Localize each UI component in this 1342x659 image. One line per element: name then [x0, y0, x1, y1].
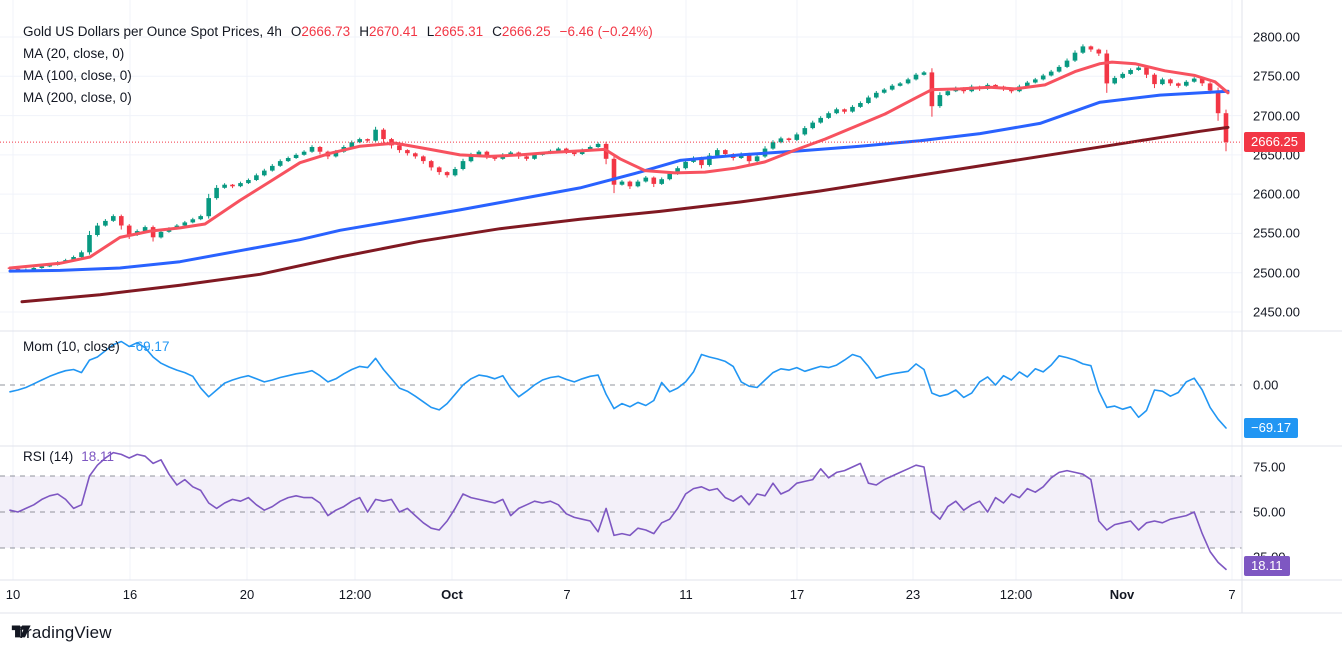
high-value: 2670.41: [368, 24, 418, 39]
time-axis-label: 16: [122, 587, 138, 602]
candles-layer: [7, 44, 1229, 273]
rsi-legend[interactable]: RSI (14) 18.11: [23, 449, 114, 464]
tradingview-logo-icon: [11, 625, 31, 638]
tradingview-attribution[interactable]: TradingView: [10, 620, 112, 646]
time-axis-label: Oct: [441, 587, 463, 602]
ma20-legend[interactable]: MA (20, close, 0): [23, 46, 125, 61]
price-axis-label: 2700.00: [1253, 108, 1300, 124]
momentum-value: −69.17: [127, 339, 170, 354]
rsi-axis-label: 50.00: [1253, 504, 1286, 520]
momentum-value-badge: −69.17: [1244, 418, 1299, 438]
momentum-line: [9, 340, 1227, 429]
symbol-title: Gold US Dollars per Ounce Spot Prices, 4…: [23, 24, 282, 39]
change-value: −6.46 (−0.24%): [559, 24, 653, 39]
time-axis-label: 12:00: [999, 587, 1033, 602]
time-axis-label: Nov: [1109, 587, 1135, 602]
open-letter: O: [290, 24, 302, 39]
price-axis-label: 2550.00: [1253, 225, 1300, 241]
time-axis-label: 23: [905, 587, 921, 602]
price-axis-label: 2800.00: [1253, 29, 1300, 45]
rsi-value: 18.11: [81, 449, 115, 464]
low-value: 2665.31: [434, 24, 484, 39]
ma200-legend[interactable]: MA (200, close, 0): [23, 90, 132, 105]
time-axis-label: 10: [5, 587, 21, 602]
rsi-axis-label: 75.00: [1253, 459, 1286, 475]
rsi-line: [9, 451, 1227, 571]
ma20-line: [8, 60, 1230, 270]
momentum-axis-label: 0.00: [1253, 377, 1279, 393]
price-axis-label: 2750.00: [1253, 68, 1300, 84]
low-letter: L: [426, 24, 435, 39]
momentum-legend[interactable]: Mom (10, close) −69.17: [23, 339, 169, 354]
time-axis-label: 12:00: [338, 587, 372, 602]
main-legend[interactable]: Gold US Dollars per Ounce Spot Prices, 4…: [23, 21, 653, 109]
price-axis-label: 2450.00: [1253, 304, 1300, 320]
time-axis-label: 17: [789, 587, 805, 602]
ma100-line: [8, 89, 1230, 273]
ma100-legend[interactable]: MA (100, close, 0): [23, 68, 132, 83]
time-axis-label: 7: [1228, 587, 1236, 602]
price-axis-label: 2600.00: [1253, 186, 1300, 202]
time-axis-label: 20: [239, 587, 255, 602]
close-letter: C: [492, 24, 502, 39]
high-letter: H: [359, 24, 369, 39]
open-value: 2666.73: [301, 24, 351, 39]
ma200-line: [20, 125, 1230, 304]
rsi-value-badge: 18.11: [1244, 556, 1290, 576]
tradingview-brand-text: TradingView: [16, 623, 112, 642]
time-axis-label: 11: [679, 587, 693, 602]
momentum-label: Mom (10, close): [23, 339, 120, 354]
rsi-label: RSI (14): [23, 449, 74, 464]
close-value: 2666.25: [501, 24, 551, 39]
price-axis-label: 2500.00: [1253, 265, 1300, 281]
symbol-ohlc-row[interactable]: Gold US Dollars per Ounce Spot Prices, 4…: [23, 21, 653, 43]
time-axis-label: 7: [563, 587, 571, 602]
current-price-badge: 2666.25: [1244, 132, 1305, 152]
